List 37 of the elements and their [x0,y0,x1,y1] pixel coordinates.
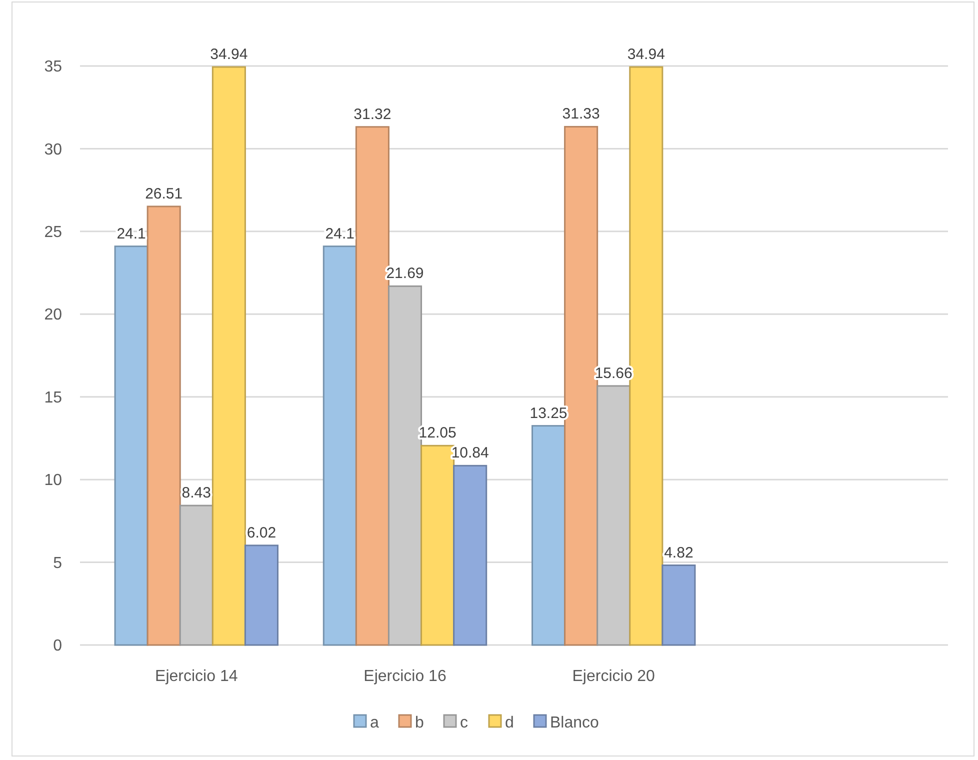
legend-label: b [415,714,424,732]
x-tick-label: Ejercicio 16 [364,668,446,685]
data-label: 8.43 [182,484,211,502]
y-tick-label: 0 [53,638,62,655]
bar [212,66,246,646]
y-tick-label: 30 [44,141,62,158]
data-label: 34.94 [627,46,665,63]
data-label: 12.05 [418,424,456,442]
data-label: 6.02 [246,524,276,542]
data-label: 34.94 [210,46,248,63]
bar [322,246,357,646]
x-tick-label: Ejercicio 14 [155,668,238,685]
legend-label: Blanco [550,714,600,732]
bar [662,564,696,646]
data-label: 24.1 [325,225,355,242]
data-label: 31.33 [562,106,600,123]
x-tick-label: Ejercicio 20 [572,668,656,685]
y-tick-label: 15 [44,389,62,406]
bar [244,544,278,646]
y-tick-label: 20 [44,306,62,324]
legend-label: c [460,714,468,732]
y-tick-label: 25 [44,224,62,242]
bar [114,246,148,646]
data-label: 31.32 [354,106,392,123]
bar [453,464,488,646]
legend-label: d [505,714,514,732]
legend-label: a [370,714,379,732]
data-label: 26.51 [145,185,183,202]
bar [596,385,631,646]
y-tick-label: 10 [44,472,62,490]
data-label: 24.1 [116,225,146,242]
bar [146,206,181,646]
y-tick-label: 35 [44,58,62,76]
bar [532,425,566,646]
y-tick-label: 5 [53,554,62,572]
data-label: 4.82 [664,544,694,562]
bar [179,504,214,646]
